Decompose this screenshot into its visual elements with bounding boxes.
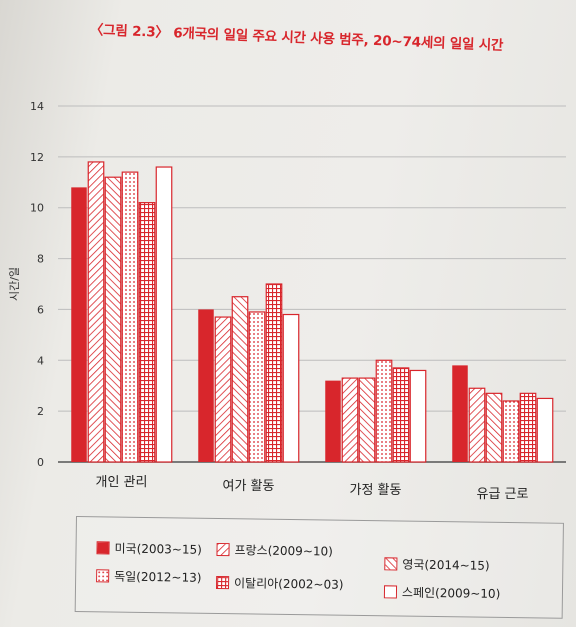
bar: [265, 283, 283, 463]
bars: [71, 161, 554, 463]
bar: [282, 313, 300, 463]
y-tick-label: 12: [30, 151, 44, 164]
y-axis-ticks: 0 2 4 6 8 10 12 14: [30, 100, 44, 469]
legend-swatch: [96, 541, 110, 555]
y-tick-label: 0: [37, 456, 44, 469]
legend-label: 프랑스(2009~10): [234, 543, 333, 559]
bar: [71, 187, 87, 462]
legend-item: 스페인(2009~10): [383, 583, 501, 602]
legend-swatch: [96, 569, 110, 583]
legend-item: 이탈리아(2002~03): [215, 574, 344, 593]
bar: [138, 202, 156, 463]
legend-item: 영국(2014~15): [384, 555, 490, 573]
y-tick-label: 6: [37, 303, 44, 316]
chart: 0 2 4 6 8 10 12 14 개인 관리 여가 활동 가정 활동 유급 근로 시간/일: [7, 100, 566, 502]
legend-label: 이탈리아(2002~03): [233, 576, 344, 592]
bar: [155, 166, 173, 463]
bar: [452, 365, 468, 462]
legend-item: 독일(2012~13): [96, 567, 202, 585]
bar: [198, 309, 214, 462]
bar: [104, 176, 122, 463]
bar: [536, 397, 554, 463]
legend-label: 스페인(2009~10): [401, 585, 501, 601]
x-category-label: 가정 활동: [350, 483, 402, 498]
x-category-label: 여가 활동: [223, 479, 275, 494]
legend-label: 독일(2012~13): [114, 569, 202, 585]
bar: [502, 400, 520, 463]
legend-label: 미국(2003~15): [114, 541, 202, 557]
legend-item: 미국(2003~15): [96, 539, 202, 557]
legend-label: 영국(2014~15): [402, 557, 490, 573]
legend-swatch: [215, 575, 230, 590]
legend-swatch: [384, 557, 398, 571]
bar: [325, 380, 341, 462]
y-tick-label: 14: [30, 100, 44, 113]
bar: [248, 311, 266, 463]
bar: [214, 316, 232, 463]
bar: [375, 359, 393, 463]
y-tick-label: 4: [37, 354, 44, 367]
legend-swatch: [216, 542, 230, 557]
x-axis-categories: 개인 관리 여가 활동 가정 활동 유급 근로: [96, 475, 529, 502]
bar: [231, 296, 249, 463]
legend-item: 프랑스(2009~10): [216, 541, 333, 560]
y-tick-label: 10: [30, 202, 44, 215]
bar: [485, 392, 503, 463]
legend-swatch: [383, 585, 398, 599]
bar: [409, 369, 427, 463]
bar: [468, 387, 486, 463]
x-category-label: 유급 근로: [477, 487, 529, 502]
x-category-label: 개인 관리: [96, 475, 148, 490]
bar: [341, 377, 359, 463]
legend: 미국(2003~15) 프랑스(2009~10) 영국(2014~15) 독일(201…: [74, 516, 564, 619]
bar: [392, 367, 410, 463]
bar: [121, 171, 139, 463]
bar: [358, 377, 376, 463]
y-tick-label: 2: [37, 405, 44, 418]
y-tick-label: 8: [37, 253, 44, 266]
bar: [519, 392, 537, 463]
bar: [87, 161, 105, 463]
y-axis-label: 시간/일: [7, 267, 21, 301]
